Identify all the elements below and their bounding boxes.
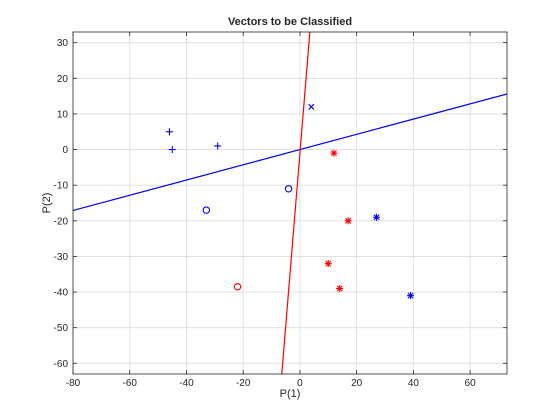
plus-marker bbox=[168, 146, 176, 154]
x-tick-label: -80 bbox=[66, 378, 81, 389]
star-marker bbox=[373, 213, 381, 221]
star-marker bbox=[344, 217, 352, 225]
y-tick-label: -40 bbox=[54, 288, 69, 299]
axes-box bbox=[72, 31, 508, 375]
y-tick-label: 20 bbox=[57, 74, 69, 85]
x-tick-label: -60 bbox=[123, 378, 138, 389]
y-tick-label: -60 bbox=[54, 359, 69, 370]
star-marker bbox=[324, 260, 332, 268]
star-marker bbox=[407, 292, 415, 300]
y-tick-label: 10 bbox=[57, 109, 69, 120]
data-points bbox=[165, 103, 415, 300]
x-tick-label: 20 bbox=[351, 378, 363, 389]
y-tick-labels: 30 20 10 0 -10 -20 -30 -40 -50 -60 bbox=[54, 38, 69, 370]
axis-ticks bbox=[72, 32, 507, 374]
x-tick-label: -40 bbox=[179, 378, 194, 389]
circle-marker bbox=[202, 206, 211, 214]
circle-marker bbox=[284, 185, 293, 193]
x-tick-labels: -80 -60 -40 -20 0 20 40 60 bbox=[66, 378, 476, 389]
y-tick-label: -50 bbox=[54, 323, 69, 334]
boundary-line bbox=[73, 93, 507, 212]
x-axis-label: P(1) bbox=[280, 388, 301, 400]
plus-marker bbox=[165, 128, 173, 136]
x-tick-label: 0 bbox=[297, 378, 303, 389]
y-tick-label: 0 bbox=[62, 145, 68, 156]
y-tick-label: -20 bbox=[54, 216, 69, 227]
x-tick-label: 60 bbox=[465, 378, 477, 389]
decision-boundaries bbox=[73, 32, 507, 374]
y-tick-label: 30 bbox=[57, 38, 69, 49]
boundary-line bbox=[281, 32, 311, 374]
y-tick-label: -10 bbox=[54, 181, 69, 192]
y-tick-label: -30 bbox=[54, 252, 69, 263]
circle-marker bbox=[233, 282, 242, 291]
plus-marker bbox=[214, 142, 222, 150]
star-marker bbox=[330, 149, 338, 157]
x-marker bbox=[308, 103, 315, 110]
star-marker bbox=[336, 285, 344, 292]
x-tick-label: -20 bbox=[236, 378, 251, 389]
y-axis-label: P(2) bbox=[41, 193, 53, 214]
x-tick-label: 40 bbox=[408, 378, 420, 389]
grid-lines bbox=[72, 32, 507, 374]
chart-title: Vectors to be Classified bbox=[228, 16, 352, 28]
